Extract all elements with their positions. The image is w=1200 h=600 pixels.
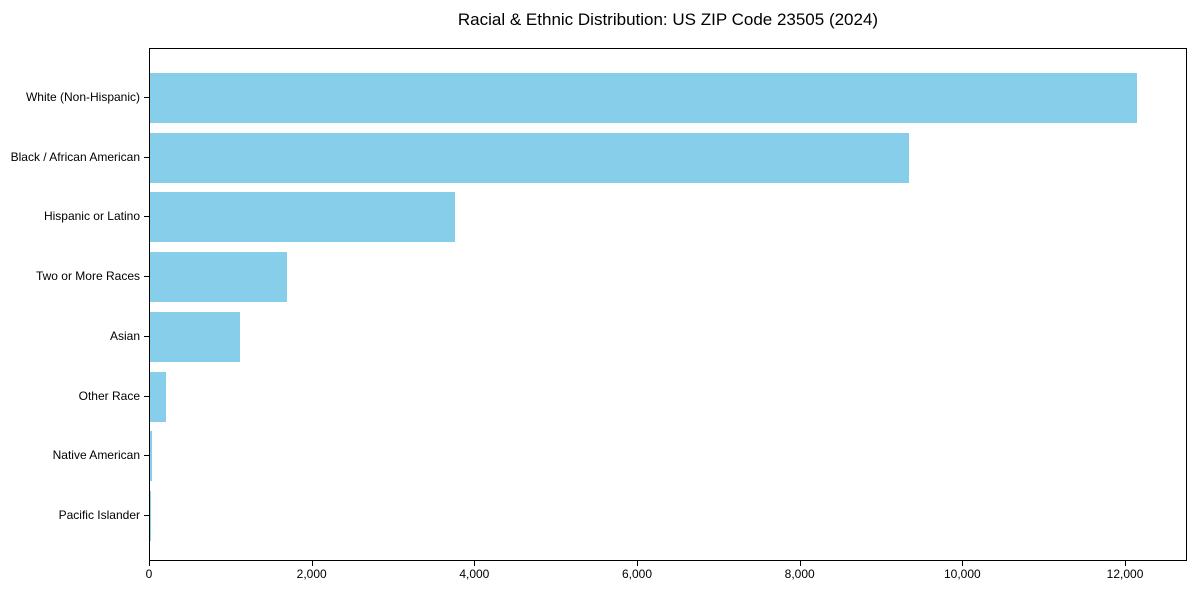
y-axis-tick [144,216,149,218]
x-axis-tick-label: 10,000 [943,567,981,581]
bar [150,192,455,243]
plot-area [149,48,1187,561]
x-axis-tick [799,561,801,566]
x-axis-tick [1125,561,1127,566]
bar [150,252,288,303]
x-axis-tick-label: 4,000 [459,567,490,581]
bar [150,371,167,422]
y-axis-tick [144,335,149,337]
bar [150,73,1137,123]
bar [150,431,153,482]
x-axis-tick-label: 8,000 [784,567,815,581]
y-axis-tick [144,276,149,278]
y-axis-label: Native American [52,448,140,463]
y-axis-label: White (Non-Hispanic) [25,90,140,104]
y-axis-label: Asian [109,328,140,343]
x-axis-tick-label: 0 [145,567,153,581]
x-axis-tick-label: 6,000 [621,567,653,581]
x-axis-tick-label: 2,000 [296,567,327,581]
y-axis-tick [144,395,149,397]
bar [150,311,241,362]
y-axis-label: Other Race [78,388,140,403]
x-axis-tick [311,561,313,566]
y-axis-label: Black / African American [10,149,140,164]
y-axis-tick [144,455,149,457]
x-axis-tick [474,561,476,566]
x-axis-tick [962,561,964,566]
y-axis-tick [144,514,149,516]
x-axis-tick-label: 12,000 [1106,567,1144,581]
y-axis-label: Pacific Islander [58,507,140,522]
y-axis-label: Hispanic or Latino [43,209,140,224]
bar [150,490,151,541]
bar [150,132,910,183]
x-axis-tick [149,561,150,566]
y-axis-tick [144,156,149,158]
y-axis-tick [144,97,149,98]
x-axis-tick [637,561,638,566]
chart-title: Racial & Ethnic Distribution: US ZIP Cod… [457,10,879,29]
y-axis-label: Two or More Races [35,269,140,284]
